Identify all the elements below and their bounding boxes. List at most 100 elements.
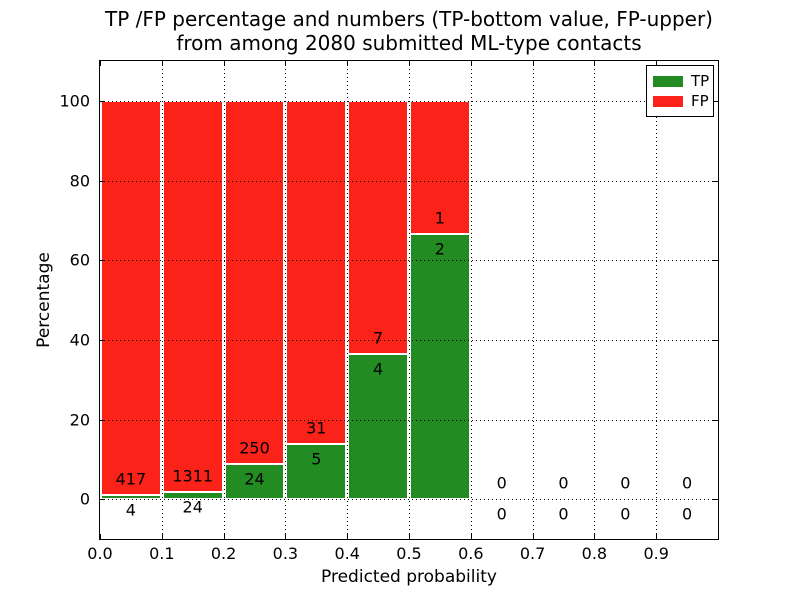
- legend-item-fp: FP: [653, 91, 713, 111]
- y-tick-mark-right: [713, 100, 718, 102]
- x-tick-label: 0.0: [87, 544, 113, 563]
- bar-label-fp-count: 7: [373, 328, 384, 348]
- y-tick-label: 80: [69, 171, 90, 190]
- x-tick-mark-top: [285, 61, 287, 66]
- v-gridline: [223, 61, 225, 539]
- bar-segment-tp: [410, 233, 470, 500]
- x-tick-mark: [285, 534, 287, 539]
- x-tick-mark: [347, 534, 349, 539]
- chart-title-line-2: from among 2080 submitted ML-type contac…: [176, 31, 642, 55]
- x-tick-mark-top: [161, 61, 163, 66]
- bar-segment-fp: [410, 100, 470, 234]
- legend: TP FP: [646, 65, 714, 117]
- v-gridline: [656, 61, 658, 539]
- h-gridline: [100, 180, 718, 182]
- x-tick-label: 0.9: [643, 544, 669, 563]
- bar-segment-fp: [286, 100, 347, 444]
- tp-swatch-icon: [653, 75, 683, 87]
- y-tick-label: 60: [69, 250, 90, 270]
- x-tick-label: 0.2: [210, 544, 237, 563]
- h-gridline: [100, 339, 718, 341]
- bar-label-fp-count: 0: [496, 473, 507, 493]
- v-gridline: [470, 61, 472, 539]
- chart-title: TP /FP percentage and numbers (TP-bottom…: [100, 7, 718, 55]
- y-tick-mark: [100, 499, 105, 501]
- bar-label-fp-count: 31: [306, 418, 327, 438]
- bar-label-tp-count: 0: [496, 504, 507, 524]
- bar-segment-tp: [162, 492, 223, 500]
- y-tick-mark-right: [713, 260, 718, 262]
- bar-segment-tp: [286, 443, 347, 500]
- x-tick-mark: [409, 534, 410, 539]
- v-gridline: [347, 61, 349, 539]
- plot-area: 417 4 1311 24 250 24 31 5 7 4 1 2 0 0 0 0 0 0 0 0: [100, 61, 718, 539]
- x-tick-label: 0.3: [272, 544, 299, 563]
- x-tick-mark-top: [347, 61, 349, 66]
- x-tick-mark-top: [470, 61, 472, 66]
- x-tick-label: 0.4: [334, 544, 360, 563]
- y-axis-label: Percentage: [34, 252, 54, 348]
- y-tick-mark-right: [713, 499, 718, 501]
- h-gridline: [100, 100, 718, 102]
- y-tick-label: 100: [59, 91, 90, 111]
- bar-label-fp-count: 0: [682, 473, 693, 493]
- x-tick-mark-top: [223, 61, 225, 66]
- x-tick-label: 0.8: [581, 544, 608, 563]
- y-tick-mark: [100, 260, 105, 262]
- y-tick-mark-right: [713, 419, 718, 421]
- x-tick-mark: [161, 534, 163, 539]
- bar-segment-tp: [101, 495, 161, 500]
- bar-label-tp-count: 24: [182, 497, 203, 517]
- x-axis-label: Predicted probability: [321, 567, 497, 587]
- x-tick-mark-top: [409, 61, 410, 66]
- v-gridline: [161, 61, 163, 539]
- y-tick-mark: [100, 180, 105, 182]
- legend-label-fp: FP: [691, 91, 709, 110]
- bar-segment-fp: [224, 100, 285, 465]
- x-tick-label: 0.6: [458, 544, 484, 563]
- x-tick-mark: [223, 534, 225, 539]
- chart-title-line-1: TP /FP percentage and numbers (TP-bottom…: [105, 7, 713, 31]
- bar-label-fp-count: 0: [558, 473, 569, 493]
- bar-label-tp-count: 4: [125, 500, 136, 520]
- x-tick-mark: [594, 534, 596, 539]
- bar-label-fp-count: 0: [620, 473, 631, 493]
- bar-label-fp-count: 250: [239, 438, 270, 458]
- bar-segment-fp: [162, 100, 223, 492]
- bar-label-tp-count: 24: [244, 469, 265, 489]
- x-tick-mark: [532, 534, 534, 539]
- fp-swatch-icon: [653, 95, 683, 107]
- y-tick-mark: [100, 339, 105, 341]
- y-tick-label: 40: [69, 330, 90, 350]
- v-gridline: [285, 61, 287, 539]
- legend-item-tp: TP: [653, 71, 713, 91]
- h-gridline: [100, 419, 718, 421]
- x-tick-mark: [470, 534, 472, 539]
- bar-label-fp-count: 417: [115, 469, 147, 489]
- y-tick-mark-right: [713, 180, 718, 182]
- h-gridline: [100, 260, 718, 262]
- bar-segment-fp: [348, 100, 408, 355]
- bar-segment-tp: [348, 354, 408, 500]
- bar-label-tp-count: 0: [682, 504, 693, 524]
- x-tick-mark-top: [656, 61, 658, 66]
- x-tick-mark: [656, 534, 658, 539]
- bar-label-tp-count: 2: [434, 239, 445, 259]
- h-gridline: [100, 499, 718, 501]
- bar-segment-tp: [224, 464, 285, 500]
- v-gridline: [532, 61, 534, 539]
- bar-label-tp-count: 0: [620, 504, 631, 524]
- x-tick-mark-top: [100, 61, 101, 66]
- y-tick-label: 0: [79, 489, 90, 509]
- y-tick-mark-right: [713, 339, 718, 341]
- x-tick-mark-top: [532, 61, 534, 66]
- v-gridline: [594, 61, 596, 539]
- x-tick-label: 0.5: [396, 544, 422, 563]
- v-gridline: [409, 61, 410, 539]
- bar-label-fp-count: 1311: [172, 466, 214, 486]
- bar-label-tp-count: 4: [373, 359, 384, 379]
- x-tick-label: 0.1: [149, 544, 175, 563]
- y-tick-mark: [100, 419, 105, 421]
- x-tick-label: 0.7: [519, 544, 546, 563]
